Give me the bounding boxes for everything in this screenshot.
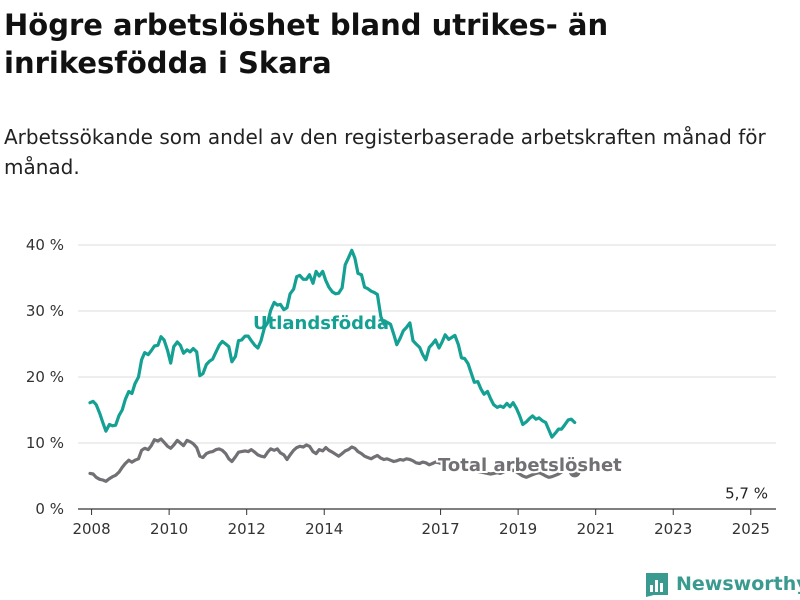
x-tick-label: 2008 — [72, 520, 110, 538]
series-lines — [88, 248, 581, 483]
brand-name: Newsworthy — [676, 573, 800, 595]
x-tick-label: 2012 — [228, 520, 266, 538]
y-tick-label: 30 % — [26, 302, 64, 320]
y-tick-label: 20 % — [26, 368, 64, 386]
x-tick-label: 2014 — [305, 520, 343, 538]
y-tick-label: 40 % — [26, 236, 64, 254]
x-tick-label: 2019 — [499, 520, 537, 538]
series-end-point — [568, 465, 581, 478]
series-line-total — [88, 437, 577, 483]
x-tick-label: 2017 — [421, 520, 459, 538]
y-axis-tick-labels: 0 % 10 % 20 % 30 % 40 % — [26, 236, 64, 518]
bar-chart-logo-icon — [646, 573, 668, 597]
x-axis-ticks: 2008 2010 2012 2014 2017 2019 2021 2023 2025 — [72, 509, 770, 538]
chart-title: Högre arbetslöshet bland utrikes- än inr… — [4, 8, 609, 80]
series-label-utlandsfodda: Utlandsfödda — [253, 313, 389, 334]
series-line-utlandsfodda — [88, 248, 577, 439]
series-labels: Utlandsfödda Total arbetslöshet 5,7 % — [253, 313, 768, 502]
x-tick-label: 2023 — [654, 520, 692, 538]
chart-subtitle: Arbetssökande som andel av den registerb… — [4, 125, 766, 179]
x-tick-label: 2025 — [732, 520, 770, 538]
end-value-label: 5,7 % — [725, 484, 768, 502]
y-tick-label: 10 % — [26, 434, 64, 452]
y-tick-label: 0 % — [35, 500, 64, 518]
x-tick-label: 2021 — [577, 520, 615, 538]
x-tick-label: 2010 — [150, 520, 188, 538]
grid-lines — [78, 244, 776, 510]
series-label-total: Total arbetslöshet — [438, 455, 622, 476]
newsworthy-logo: Newsworthy — [644, 568, 800, 600]
